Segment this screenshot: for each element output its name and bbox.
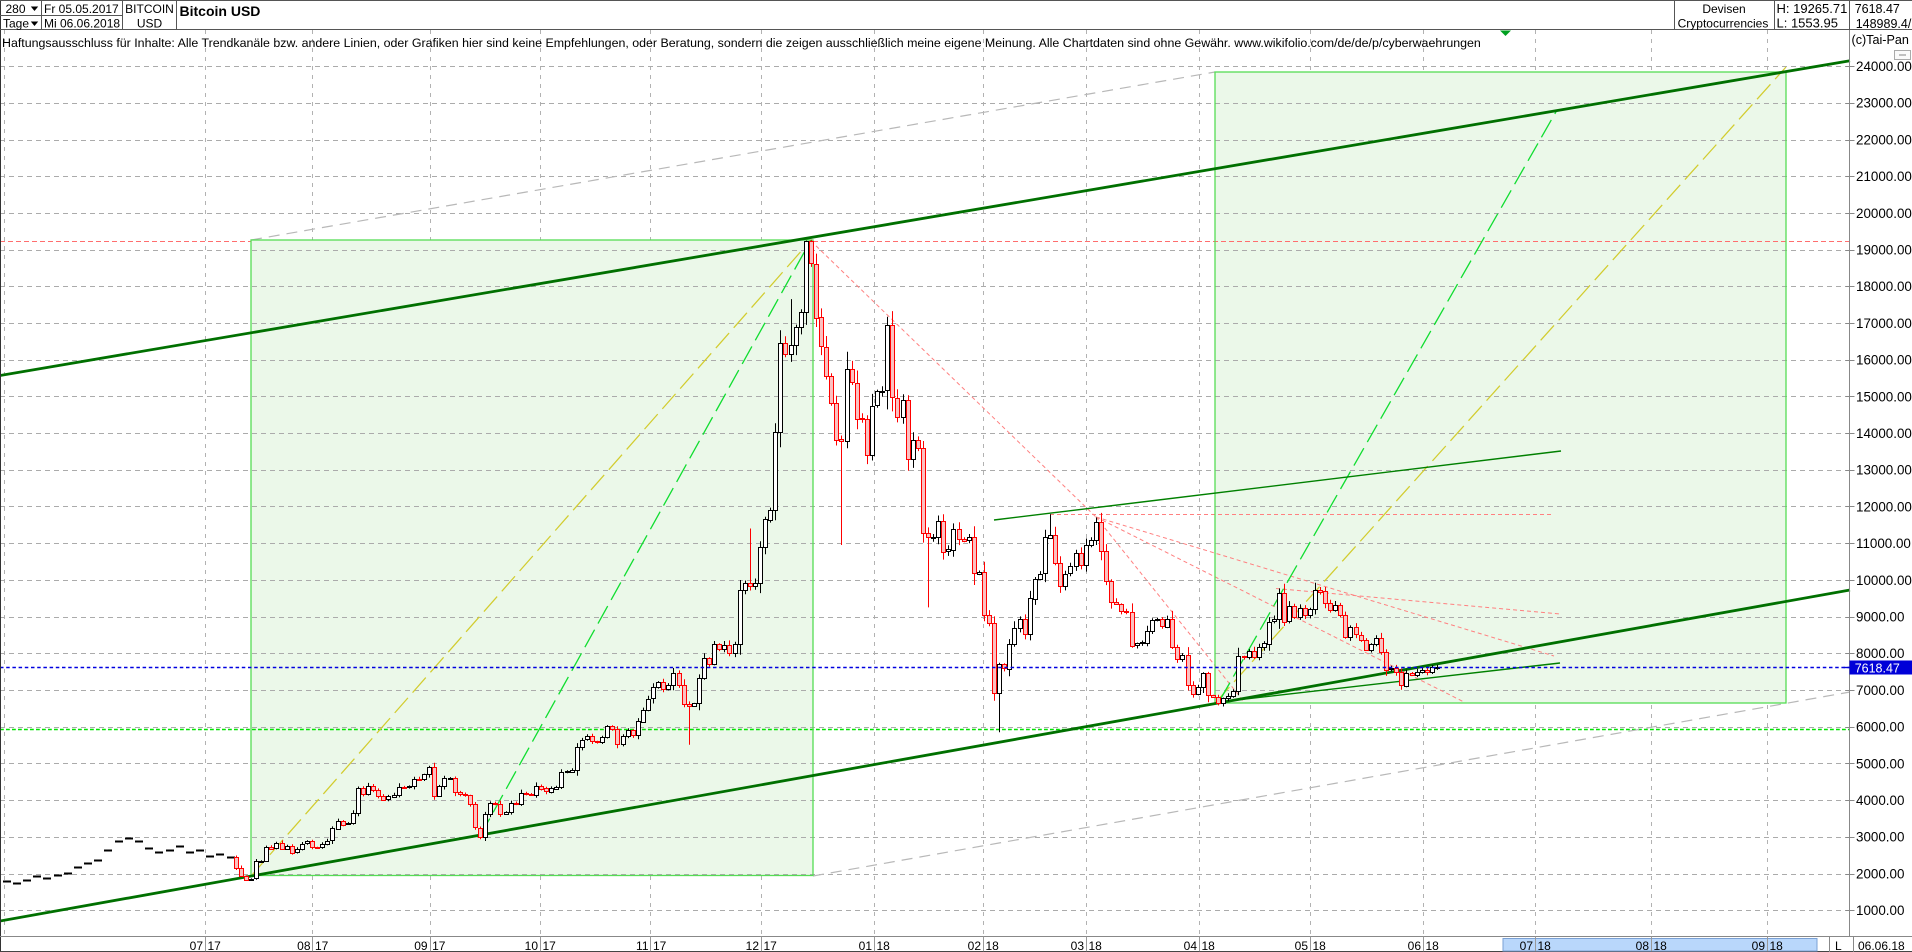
svg-text:3000.00: 3000.00 [1856,830,1904,845]
svg-text:17: 17 [432,939,446,952]
svg-text:Tage: Tage [3,16,29,30]
svg-text:24000.00: 24000.00 [1856,59,1912,74]
svg-text:1000.00: 1000.00 [1856,903,1904,918]
svg-text:Devisen: Devisen [1702,2,1745,16]
svg-text:BITCOIN: BITCOIN [125,2,174,16]
svg-text:Haftungsausschluss für Inhalte: Haftungsausschluss für Inhalte: Alle Tre… [2,36,1481,50]
svg-text:4000.00: 4000.00 [1856,793,1904,808]
svg-text:L: 1553.95: L: 1553.95 [1777,15,1838,30]
svg-text:148989.4/: 148989.4/ [1856,17,1912,31]
svg-text:11000.00: 11000.00 [1856,536,1911,551]
svg-text:USD: USD [137,16,163,30]
svg-text:23000.00: 23000.00 [1856,96,1912,111]
svg-text:Bitcoin USD: Bitcoin USD [180,3,261,19]
svg-text:03: 03 [1071,939,1085,952]
svg-text:5000.00: 5000.00 [1856,756,1904,771]
svg-text:17: 17 [315,939,329,952]
svg-text:04: 04 [1184,939,1198,952]
svg-text:15000.00: 15000.00 [1856,389,1912,404]
svg-text:7618.47: 7618.47 [1855,2,1900,16]
svg-text:17: 17 [764,939,778,952]
svg-text:20000.00: 20000.00 [1856,206,1912,221]
svg-text:07: 07 [1520,939,1534,952]
svg-text:18000.00: 18000.00 [1856,279,1912,294]
svg-text:10000.00: 10000.00 [1856,573,1912,588]
svg-text:18: 18 [1426,939,1440,952]
svg-text:18: 18 [1770,939,1784,952]
svg-text:13000.00: 13000.00 [1856,463,1912,478]
svg-text:7618.47: 7618.47 [1855,661,1900,675]
svg-text:18: 18 [1538,939,1552,952]
svg-text:17: 17 [543,939,557,952]
svg-text:18: 18 [1313,939,1327,952]
svg-text:08: 08 [1636,939,1650,952]
svg-text:H: 19265.71: H: 19265.71 [1777,1,1848,16]
svg-text:(c)Tai-Pan: (c)Tai-Pan [1852,33,1909,47]
svg-text:11: 11 [636,939,649,952]
svg-text:05: 05 [1295,939,1309,952]
svg-text:02: 02 [968,939,982,952]
svg-text:2000.00: 2000.00 [1856,866,1904,881]
svg-text:12000.00: 12000.00 [1856,499,1912,514]
svg-text:01: 01 [859,939,873,952]
svg-text:18: 18 [877,939,891,952]
svg-text:07: 07 [190,939,204,952]
svg-text:09: 09 [1752,939,1766,952]
svg-text:L: L [1835,939,1842,952]
svg-text:19000.00: 19000.00 [1856,243,1912,258]
svg-text:17: 17 [208,939,222,952]
svg-text:9000.00: 9000.00 [1856,610,1904,625]
svg-text:06: 06 [1408,939,1422,952]
svg-text:18: 18 [1202,939,1216,952]
svg-text:18: 18 [986,939,1000,952]
svg-text:Cryptocurrencies: Cryptocurrencies [1678,16,1769,30]
svg-text:22000.00: 22000.00 [1856,132,1912,147]
svg-text:6000.00: 6000.00 [1856,720,1904,735]
svg-text:8000.00: 8000.00 [1856,646,1904,661]
svg-text:280: 280 [6,2,26,16]
svg-text:12: 12 [746,939,760,952]
svg-text:7000.00: 7000.00 [1856,683,1904,698]
svg-text:14000.00: 14000.00 [1856,426,1912,441]
svg-text:18: 18 [1654,939,1668,952]
svg-text:06.06.18: 06.06.18 [1858,939,1905,952]
svg-text:17000.00: 17000.00 [1856,316,1912,331]
svg-text:10: 10 [525,939,539,952]
svg-text:Fr 05.05.2017: Fr 05.05.2017 [44,2,119,16]
svg-text:21000.00: 21000.00 [1856,169,1912,184]
svg-text:16000.00: 16000.00 [1856,353,1912,368]
svg-text:18: 18 [1089,939,1103,952]
svg-text:08: 08 [297,939,311,952]
svg-text:09: 09 [414,939,428,952]
svg-text:17: 17 [653,939,667,952]
svg-text:Mi 06.06.2018: Mi 06.06.2018 [44,16,120,30]
